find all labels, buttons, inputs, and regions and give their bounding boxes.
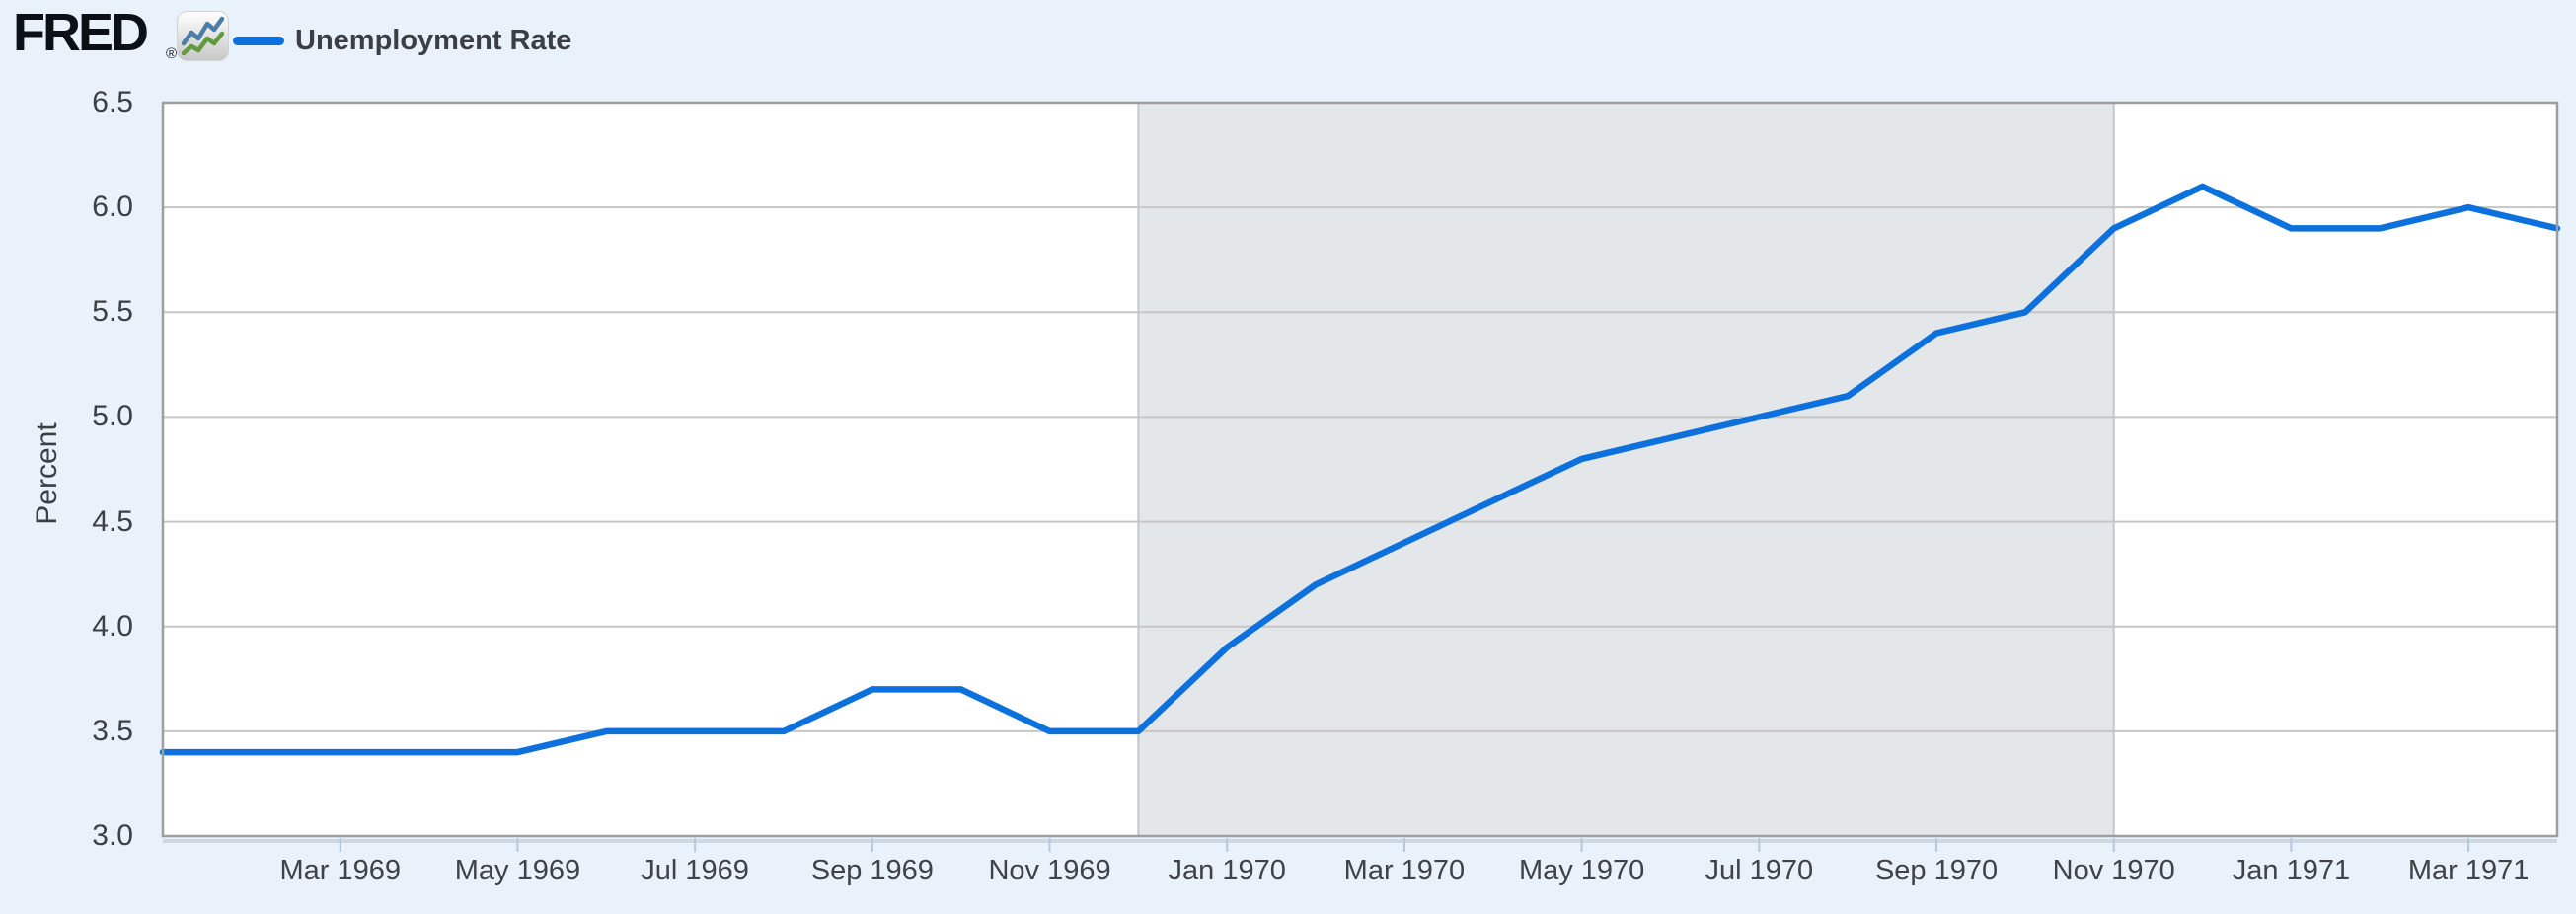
icon-blue-zigzag: [181, 16, 225, 46]
x-tick-label: May 1969: [454, 855, 581, 886]
unemployment-rate-line: [159, 183, 2561, 756]
fred-graph-icon: [177, 11, 229, 61]
y-tick-label: 5.5: [92, 295, 133, 329]
x-tick-label: Jan 1971: [2232, 855, 2351, 886]
y-tick-label: 6.5: [92, 86, 133, 118]
y-tick-label: 4.0: [92, 609, 133, 643]
plot-border: [161, 101, 2559, 838]
y-tick-label: 6.0: [92, 190, 133, 224]
legend-line-sample: [233, 37, 284, 45]
x-tick-label: Sep 1969: [810, 855, 934, 886]
x-tick-label: Nov 1970: [2052, 855, 2175, 886]
icon-green-zigzag: [181, 31, 225, 56]
x-tick-label: Sep 1970: [1874, 855, 1999, 886]
x-tick-label: Jul 1969: [641, 855, 749, 886]
y-tick-label: 5.0: [92, 400, 133, 433]
x-tick-label: Jul 1970: [1705, 855, 1814, 886]
x-tick-label: Mar 1970: [1343, 855, 1466, 886]
legend-series-label: Unemployment Rate: [295, 25, 572, 56]
fred-logo[interactable]: FRED: [13, 3, 149, 62]
y-tick-label: 4.5: [92, 504, 133, 538]
x-tick-label: Mar 1969: [279, 855, 401, 886]
y-tick-label: 3.5: [92, 714, 133, 747]
x-tick-label: Nov 1969: [988, 855, 1111, 886]
recession-band: [1138, 103, 2114, 836]
y-tick-label: 3.0: [92, 819, 133, 852]
x-tick-label: Jan 1970: [1168, 855, 1286, 886]
registered-trademark: ®: [166, 45, 178, 62]
x-tick-label: May 1970: [1518, 855, 1645, 886]
x-tick-label: Mar 1971: [2407, 855, 2530, 886]
